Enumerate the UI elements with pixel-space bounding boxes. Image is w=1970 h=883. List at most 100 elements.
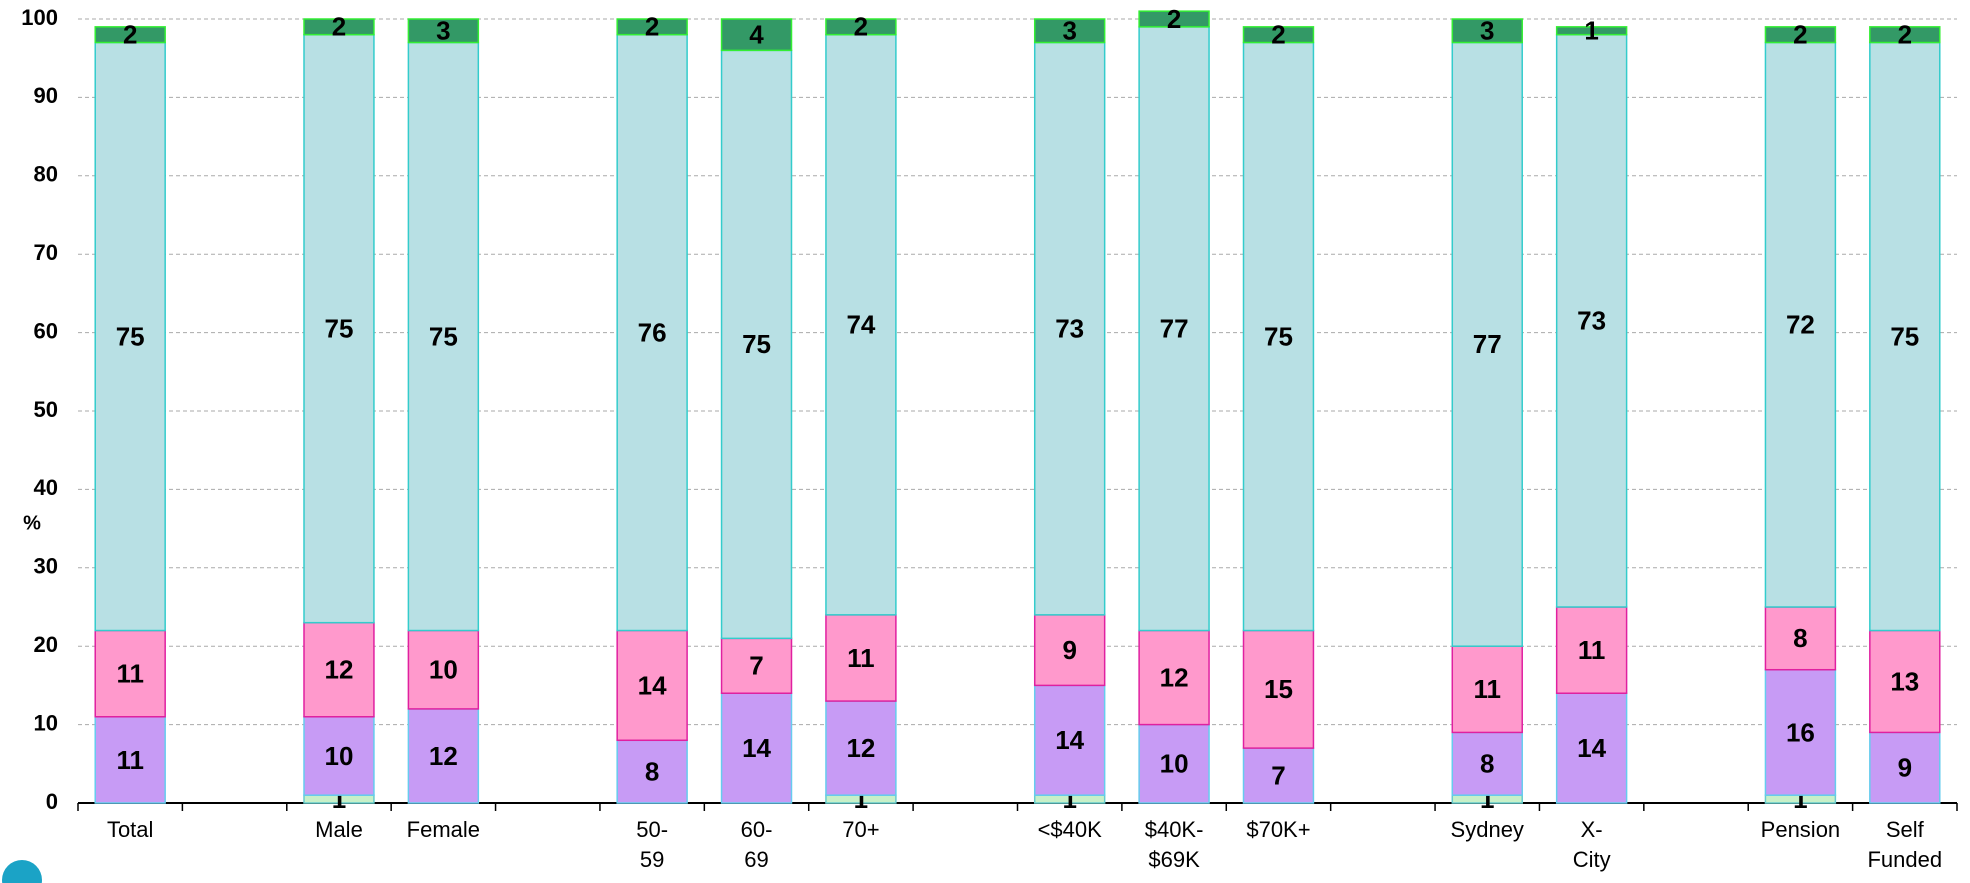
bar-segment xyxy=(1764,606,1837,671)
bar-segment xyxy=(825,700,897,796)
data-label: 75 xyxy=(429,321,458,351)
data-label: 10 xyxy=(1160,749,1189,779)
bar-segment xyxy=(720,692,793,804)
bar-segment xyxy=(1138,629,1210,726)
data-label: 10 xyxy=(429,655,458,685)
data-label: 75 xyxy=(1264,321,1293,351)
x-tick-label: 50-59 xyxy=(636,817,668,872)
bar-segment xyxy=(616,33,688,632)
data-label: 77 xyxy=(1473,329,1502,359)
data-label: 8 xyxy=(1480,749,1494,779)
y-tick-label: 40 xyxy=(34,475,58,500)
data-label: 9 xyxy=(1062,635,1076,665)
bar-segment xyxy=(1869,731,1941,804)
data-label: 14 xyxy=(638,670,667,700)
bar-segment xyxy=(1033,614,1106,687)
x-tick-label: 70+ xyxy=(842,817,879,842)
y-axis-label: % xyxy=(23,512,41,534)
bar-segment xyxy=(303,18,375,36)
bar-segment xyxy=(1033,18,1106,44)
bar-segment xyxy=(1555,26,1628,36)
bar-segment xyxy=(1033,684,1106,796)
bar-segment xyxy=(616,739,688,804)
data-label: 14 xyxy=(1577,733,1606,763)
y-tick-label: 70 xyxy=(34,240,58,265)
y-tick-label: 80 xyxy=(34,162,58,187)
bar-segment xyxy=(616,629,688,742)
bar-segment xyxy=(1764,26,1837,44)
bar-segment xyxy=(1555,33,1628,608)
data-label: 11 xyxy=(847,643,875,673)
data-label: 76 xyxy=(638,317,667,347)
data-label: 77 xyxy=(1160,314,1189,344)
data-label: 9 xyxy=(1898,753,1912,783)
bar-segment xyxy=(1033,41,1106,616)
bar-segment xyxy=(825,18,897,36)
data-label: 2 xyxy=(332,12,346,42)
data-label: 74 xyxy=(846,310,875,340)
bar-segment xyxy=(1138,26,1210,632)
bar-segment xyxy=(303,33,375,624)
data-label: 16 xyxy=(1786,717,1815,747)
bar-segment xyxy=(1764,668,1837,796)
data-label: 8 xyxy=(645,757,659,787)
data-label: 2 xyxy=(645,12,659,42)
bar-segment xyxy=(1869,41,1941,632)
data-label: 12 xyxy=(846,733,875,763)
bar-segment xyxy=(94,629,166,718)
bar-segment xyxy=(94,41,166,632)
bar-segment xyxy=(1451,18,1523,44)
data-label: 12 xyxy=(429,741,458,771)
bar-segment xyxy=(1555,606,1628,694)
data-label: 75 xyxy=(325,314,354,344)
data-label: 3 xyxy=(1062,16,1076,46)
y-tick-label: 90 xyxy=(34,83,58,108)
data-label: 2 xyxy=(123,20,137,50)
bar-segment xyxy=(1555,692,1628,804)
bar-segment xyxy=(1242,26,1315,44)
bar-segment xyxy=(720,637,793,694)
data-label: 75 xyxy=(116,321,145,351)
x-tick-label: Total xyxy=(107,817,153,842)
data-label: 8 xyxy=(1793,623,1807,653)
x-tick-label: $70K+ xyxy=(1246,817,1310,842)
data-label: 73 xyxy=(1577,306,1606,336)
bar-segment xyxy=(303,621,375,718)
y-tick-label: 30 xyxy=(34,554,58,579)
bar-segment xyxy=(407,18,480,44)
y-tick-label: 20 xyxy=(34,632,58,657)
bar-segment xyxy=(1242,41,1315,632)
y-tick-label: 100 xyxy=(21,5,58,30)
x-tick-label: Male xyxy=(315,817,363,842)
data-label: 3 xyxy=(1480,16,1494,46)
data-label: 4 xyxy=(749,20,764,50)
data-label: 2 xyxy=(1167,4,1181,34)
data-label: 2 xyxy=(854,12,868,42)
x-tick-label: Sydney xyxy=(1451,817,1524,842)
bar-segment xyxy=(616,18,688,36)
data-label: 2 xyxy=(1271,20,1285,50)
y-tick-label: 10 xyxy=(34,710,58,735)
bar-segment xyxy=(1138,10,1210,28)
y-tick-label: 60 xyxy=(34,318,58,343)
data-label: 72 xyxy=(1786,310,1815,340)
data-label: 14 xyxy=(742,733,771,763)
data-label: 11 xyxy=(1578,635,1606,665)
y-tick-label: 0 xyxy=(46,789,58,814)
x-tick-label: Female xyxy=(407,817,480,842)
bar-segment xyxy=(94,716,166,804)
data-label: 1 xyxy=(1584,16,1598,46)
bar-segment xyxy=(1451,41,1523,647)
logo xyxy=(2,860,42,883)
bar-segment xyxy=(1138,723,1210,804)
bar-segment xyxy=(720,18,793,52)
data-label: 11 xyxy=(1474,674,1502,704)
data-label: 12 xyxy=(1160,662,1189,692)
data-label: 11 xyxy=(116,659,144,689)
bar-segment xyxy=(94,26,166,44)
x-tick-label: Pension xyxy=(1761,817,1841,842)
x-tick-label: 60-69 xyxy=(741,817,773,872)
data-label: 13 xyxy=(1890,666,1919,696)
data-label: 75 xyxy=(1890,321,1919,351)
